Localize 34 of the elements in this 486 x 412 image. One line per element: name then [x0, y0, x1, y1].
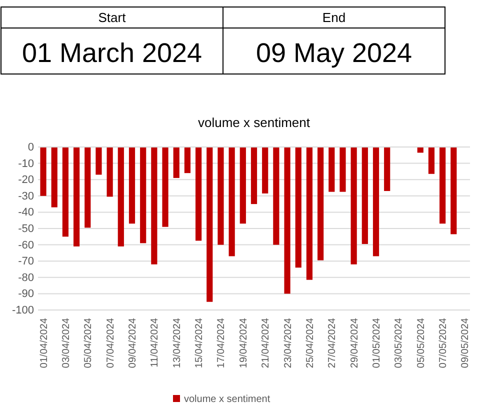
- x-tick-label: 01/04/2024: [38, 318, 50, 368]
- x-tick-label: 15/04/2024: [194, 318, 206, 368]
- y-tick-label: -30: [18, 190, 34, 202]
- x-tick-label: 17/04/2024: [216, 318, 228, 368]
- x-tick-label: 13/04/2024: [172, 318, 183, 368]
- x-tick-label: 07/04/2024: [105, 318, 116, 368]
- y-tick-label: -80: [18, 272, 34, 284]
- x-tick-label: 01/05/2024: [372, 318, 383, 368]
- y-tick-label: -100: [12, 304, 34, 317]
- x-tick-label: 09/05/2024: [460, 318, 472, 368]
- x-tick-label: 25/04/2024: [304, 318, 316, 368]
- x-tick-label: 03/04/2024: [60, 318, 72, 368]
- y-tick-label: -60: [18, 239, 34, 252]
- x-tick-label: 11/04/2024: [150, 318, 161, 368]
- y-tick-label: -40: [18, 206, 34, 219]
- legend-label: volume x sentiment: [184, 394, 270, 405]
- chart-title: volume x sentiment: [198, 115, 310, 130]
- y-tick-label: -90: [18, 288, 34, 300]
- x-tick-label: 29/04/2024: [349, 318, 360, 368]
- y-tick-label: 0: [28, 142, 34, 154]
- x-tick-label: 23/04/2024: [282, 318, 294, 368]
- x-tick-label: 09/04/2024: [127, 318, 138, 368]
- x-tick-label: 21/04/2024: [260, 318, 272, 368]
- x-tick-label: 05/05/2024: [416, 318, 427, 368]
- x-tick-label: 19/04/2024: [238, 318, 250, 368]
- y-tick-label: -10: [18, 158, 34, 170]
- date-table: Start 01 March 2024 End 09 May 2024: [0, 6, 446, 74]
- y-tick-label: -50: [18, 223, 34, 236]
- x-tick-label: 07/05/2024: [438, 318, 450, 368]
- y-tick-label: -70: [18, 256, 34, 268]
- x-tick-label: 05/04/2024: [83, 318, 94, 368]
- x-tick-label: 27/04/2024: [327, 318, 338, 368]
- y-tick-label: -20: [18, 174, 34, 186]
- x-tick-label: 03/05/2024: [394, 318, 405, 368]
